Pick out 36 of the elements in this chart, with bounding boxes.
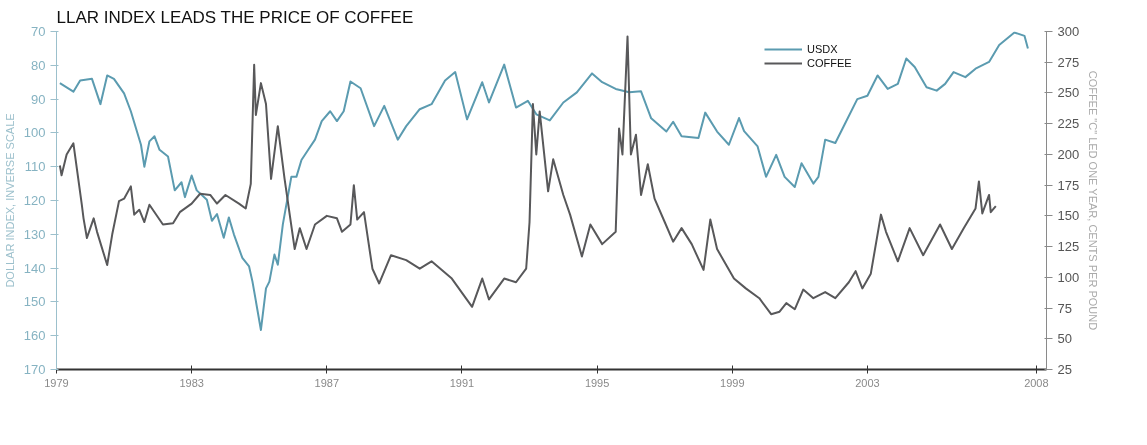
y-tick-label: 130: [23, 226, 46, 242]
x-tick-label: 2008: [1024, 376, 1049, 389]
y-tick-label: 150: [23, 294, 46, 310]
legend-label: COFFEE: [807, 57, 852, 69]
x-tick-label: 1991: [449, 376, 475, 389]
y2-tick-label: 275: [1057, 54, 1080, 70]
y2-tick-label: 100: [1057, 269, 1080, 285]
y2-tick-label: 250: [1057, 85, 1080, 101]
x-tick-label: 1999: [720, 376, 745, 389]
x-tick-label: 2003: [855, 376, 880, 389]
y-tick-label: 110: [24, 159, 46, 175]
y2-tick-label: 50: [1057, 331, 1072, 347]
y-tick-label: 120: [23, 193, 46, 208]
y-tick-label: 70: [31, 24, 46, 39]
y-tick-label: 140: [23, 260, 46, 276]
y2-tick-label: 75: [1057, 300, 1072, 316]
y2-tick-label: 225: [1057, 116, 1080, 132]
y-tick-label: 160: [23, 328, 46, 344]
y2-tick-label: 300: [1057, 24, 1080, 39]
y-axis-title: DOLLAR INDEX, INVERSE SCALE: [3, 113, 16, 288]
x-tick-label: 1995: [584, 376, 610, 389]
y2-axis-title: COFFEE "C" LED ONE YEAR, CENTS PER POUND: [1087, 70, 1100, 331]
y2-tick-label: 25: [1057, 362, 1072, 377]
y2-tick-label: 150: [1057, 208, 1080, 224]
y-tick-label: 170: [23, 362, 46, 377]
y2-tick-label: 200: [1057, 146, 1080, 162]
x-tick-label: 1979: [44, 376, 69, 389]
chart-title: LLAR INDEX LEADS THE PRICE OF COFFEE: [56, 7, 414, 27]
y-tick-label: 100: [23, 125, 46, 141]
y2-tick-label: 175: [1057, 177, 1080, 193]
legend-label: USDX: [807, 43, 838, 55]
y2-tick-label: 125: [1057, 239, 1080, 255]
y-tick-label: 90: [31, 91, 46, 107]
x-tick-label: 1983: [179, 376, 204, 389]
y-tick-label: 80: [31, 57, 46, 73]
x-tick-label: 1987: [314, 376, 340, 389]
